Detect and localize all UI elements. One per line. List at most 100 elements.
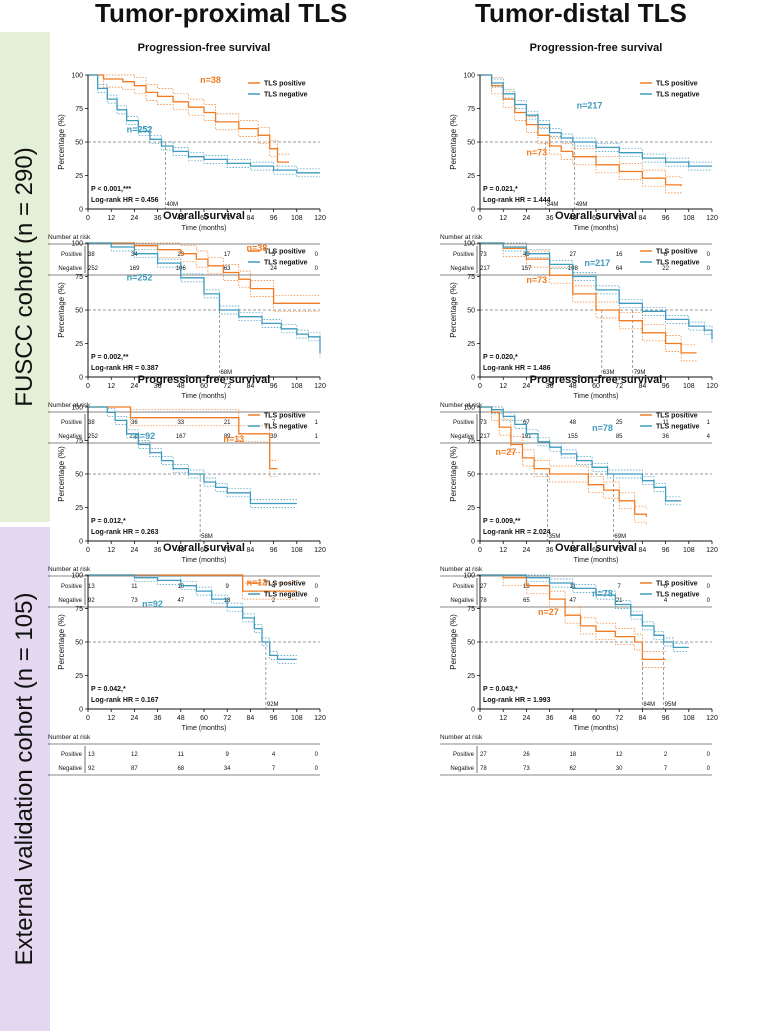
risk-value: 13 (88, 752, 95, 758)
ci-upper-positive (88, 242, 320, 296)
n-label-positive: n=13 (223, 434, 244, 444)
x-tick-label: 12 (107, 383, 115, 390)
risk-value: 0 (315, 598, 319, 604)
risk-value: 47 (569, 598, 576, 604)
y-tick-label: 0 (79, 375, 83, 382)
risk-value: 0 (315, 584, 319, 590)
x-tick-label: 36 (154, 547, 162, 554)
n-label-positive: n=13 (247, 578, 268, 588)
risk-value: 157 (521, 266, 532, 272)
ci-lower-positive (480, 406, 647, 525)
hazard-ratio: Log-rank HR = 0.387 (91, 365, 159, 372)
risk-value: 16 (616, 252, 623, 258)
risk-value: 2 (664, 752, 668, 758)
x-tick-label: 36 (546, 383, 554, 390)
y-axis-label: Percentage (%) (449, 282, 458, 338)
risk-value: 0 (707, 252, 711, 258)
risk-value: 252 (88, 266, 99, 272)
x-tick-label: 96 (270, 383, 278, 390)
risk-value: 4 (707, 434, 711, 440)
km-curve-positive (480, 574, 666, 661)
km-curve-positive (480, 406, 647, 517)
p-value: P = 0.009,** (483, 518, 521, 525)
x-axis-label: Time (months) (574, 393, 619, 400)
ci-lower-negative (88, 74, 320, 178)
x-tick-label: 72 (223, 383, 231, 390)
x-tick-label: 72 (615, 715, 623, 722)
legend-label: TLS negative (264, 92, 308, 99)
median-label: 68M (220, 370, 232, 376)
ci-lower-negative (480, 574, 689, 652)
risk-row-label: Negative (58, 598, 82, 604)
risk-row-label: Positive (453, 752, 475, 758)
km-curve-positive (480, 74, 682, 187)
x-tick-label: 24 (523, 715, 531, 722)
risk-value: 9 (226, 584, 230, 590)
risk-value: 17 (224, 252, 231, 258)
y-tick-label: 25 (467, 505, 475, 512)
hazard-ratio: Log-rank HR = 1.486 (483, 365, 551, 372)
hazard-ratio: Log-rank HR = 2.024 (483, 529, 551, 536)
legend-label: TLS positive (264, 249, 306, 256)
km-curve-negative (480, 74, 712, 167)
x-tick-label: 60 (592, 383, 600, 390)
risk-value: 89 (224, 434, 231, 440)
x-tick-label: 12 (499, 715, 507, 722)
y-tick-label: 100 (463, 573, 475, 580)
hazard-ratio: Log-rank HR = 0.456 (91, 197, 159, 204)
risk-table-header: Number at risk (48, 734, 91, 741)
risk-value: 6 (664, 252, 668, 258)
legend-label: TLS negative (656, 260, 700, 267)
risk-table-header: Number at risk (440, 566, 483, 573)
y-tick-label: 50 (467, 140, 475, 147)
y-tick-label: 100 (71, 73, 83, 80)
x-tick-label: 48 (177, 383, 185, 390)
risk-value: 7 (272, 766, 276, 772)
n-label-negative: n=217 (577, 101, 603, 111)
y-axis-label: Percentage (%) (57, 614, 66, 670)
x-axis-label: Time (months) (574, 725, 619, 732)
median-label: 35M (549, 534, 561, 540)
risk-value: 9 (226, 752, 230, 758)
x-tick-label: 24 (131, 715, 139, 722)
risk-value: 1 (315, 420, 319, 426)
y-tick-label: 25 (75, 505, 83, 512)
km-curve-negative (88, 406, 297, 505)
risk-value: 0 (315, 252, 319, 258)
legend-label: TLS positive (264, 81, 306, 88)
risk-value: 4 (272, 752, 276, 758)
row-band-external: External validation cohort (n = 105) (0, 527, 50, 1031)
x-tick-label: 12 (107, 215, 115, 222)
p-value: P = 0.021,* (483, 186, 518, 193)
km-curve-negative (88, 574, 297, 661)
n-label-negative: n=217 (584, 258, 610, 268)
p-value: P = 0.002,** (91, 354, 129, 361)
x-tick-label: 108 (291, 715, 303, 722)
risk-value: 27 (569, 252, 576, 258)
risk-value: 223 (129, 434, 140, 440)
x-tick-label: 96 (662, 383, 670, 390)
n-label-positive: n=73 (526, 275, 547, 285)
risk-value: 7 (618, 584, 622, 590)
y-tick-label: 100 (463, 73, 475, 80)
x-tick-label: 120 (314, 215, 326, 222)
panel-title: Progression-free survival (138, 42, 271, 54)
x-tick-label: 72 (615, 383, 623, 390)
ci-upper-negative (88, 74, 320, 170)
risk-value: 73 (131, 598, 138, 604)
risk-value: 34 (224, 766, 231, 772)
x-tick-label: 96 (662, 215, 670, 222)
x-tick-label: 60 (200, 215, 208, 222)
legend-label: TLS negative (656, 92, 700, 99)
risk-row-label: Negative (450, 434, 474, 440)
x-tick-label: 12 (107, 715, 115, 722)
row-band-fuscc: FUSCC cohort (n = 290) (0, 32, 50, 522)
legend-label: TLS negative (264, 260, 308, 267)
x-tick-label: 48 (569, 383, 577, 390)
x-tick-label: 108 (291, 547, 303, 554)
x-tick-label: 96 (270, 715, 278, 722)
risk-value: 68 (177, 766, 184, 772)
x-tick-label: 24 (131, 547, 139, 554)
